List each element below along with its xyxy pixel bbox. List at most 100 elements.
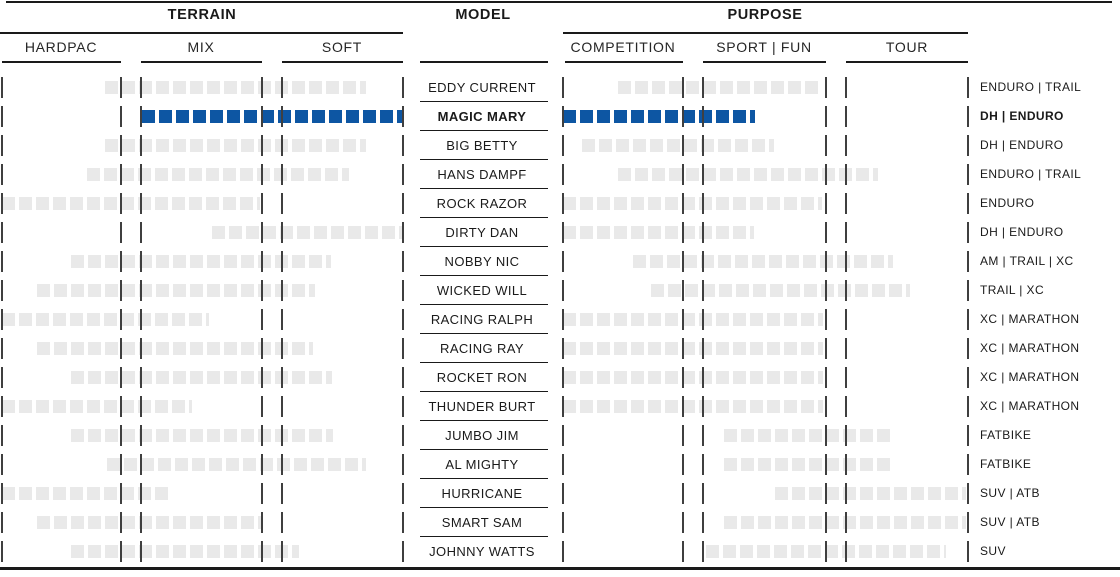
scale-tick: [402, 425, 404, 446]
scale-tick: [140, 164, 142, 185]
scale-tick: [120, 77, 122, 98]
scale-tick: [702, 483, 704, 504]
model-divider-line: [420, 477, 548, 479]
mix-column-underline: [141, 61, 262, 63]
scale-tick: [261, 164, 263, 185]
table-row: BIG BETTY DH | ENDURO: [0, 131, 1120, 160]
scale-tick: [825, 135, 827, 156]
model-name: EDDY CURRENT: [428, 80, 536, 95]
purpose-label: XC | MARATHON: [980, 370, 1080, 384]
scale-tick: [281, 164, 283, 185]
scale-tick: [562, 222, 564, 243]
scale-tick: [967, 222, 969, 243]
scale-tick: [825, 338, 827, 359]
scale-tick: [682, 338, 684, 359]
scale-tick: [1, 222, 3, 243]
scale-tick: [562, 77, 564, 98]
scale-tick: [967, 309, 969, 330]
terrain-group-underline: [0, 32, 403, 34]
scale-tick: [140, 193, 142, 214]
scale-tick: [702, 396, 704, 417]
scale-tick: [562, 367, 564, 388]
purpose-range-bar: [563, 342, 823, 355]
scale-tick: [562, 251, 564, 272]
purpose-label: XC | MARATHON: [980, 399, 1080, 413]
scale-tick: [562, 454, 564, 475]
scale-tick: [682, 367, 684, 388]
scale-tick: [845, 454, 847, 475]
scale-tick: [682, 425, 684, 446]
scale-tick: [402, 222, 404, 243]
table-row: HURRICANE SUV | ATB: [0, 479, 1120, 508]
scale-tick: [120, 164, 122, 185]
terrain-group-header: TERRAIN: [167, 7, 237, 23]
scale-tick: [845, 396, 847, 417]
purpose-label: XC | MARATHON: [980, 312, 1080, 326]
scale-tick: [402, 106, 404, 127]
model-name: THUNDER BURT: [428, 399, 536, 414]
table-row: JUMBO JIM FATBIKE: [0, 421, 1120, 450]
scale-tick: [845, 193, 847, 214]
purpose-label: SUV | ATB: [980, 515, 1040, 529]
scale-tick: [1, 309, 3, 330]
table-row: NOBBY NIC AM | TRAIL | XC: [0, 247, 1120, 276]
scale-tick: [261, 454, 263, 475]
scale-tick: [845, 222, 847, 243]
table-row: WICKED WILL TRAIL | XC: [0, 276, 1120, 305]
scale-tick: [1, 135, 3, 156]
terrain-range-bar: [71, 255, 331, 268]
scale-tick: [702, 222, 704, 243]
scale-tick: [261, 367, 263, 388]
scale-tick: [261, 512, 263, 533]
scale-tick: [967, 77, 969, 98]
model-divider-line: [420, 332, 548, 334]
model-name: WICKED WILL: [436, 283, 528, 298]
purpose-range-bar: [724, 429, 894, 442]
purpose-range-bar: [775, 487, 966, 500]
scale-tick: [825, 164, 827, 185]
model-name: JUMBO JIM: [445, 428, 519, 443]
purpose-label: ENDURO: [980, 196, 1035, 210]
table-row: MAGIC MARY DH | ENDURO: [0, 102, 1120, 131]
scale-tick: [281, 193, 283, 214]
scale-tick: [682, 396, 684, 417]
scale-tick: [562, 425, 564, 446]
scale-tick: [825, 77, 827, 98]
scale-tick: [281, 77, 283, 98]
scale-tick: [120, 309, 122, 330]
scale-tick: [967, 135, 969, 156]
scale-tick: [140, 396, 142, 417]
scale-tick: [261, 483, 263, 504]
scale-tick: [682, 280, 684, 301]
scale-tick: [1, 338, 3, 359]
terrain-range-bar: [2, 400, 192, 413]
scale-tick: [402, 193, 404, 214]
scale-tick: [562, 512, 564, 533]
scale-tick: [140, 251, 142, 272]
scale-tick: [120, 396, 122, 417]
table-row: SMART SAM SUV | ATB: [0, 508, 1120, 537]
purpose-label: DH | ENDURO: [980, 225, 1064, 239]
scale-tick: [1, 396, 3, 417]
table-row: ROCKET RON XC | MARATHON: [0, 363, 1120, 392]
scale-tick: [261, 77, 263, 98]
scale-tick: [682, 541, 684, 562]
terrain-range-bar: [87, 168, 349, 181]
scale-tick: [825, 454, 827, 475]
scale-tick: [1, 541, 3, 562]
purpose-range-bar: [563, 226, 754, 239]
model-name: AL MIGHTY: [445, 457, 519, 472]
table-row: RACING RALPH XC | MARATHON: [0, 305, 1120, 334]
scale-tick: [967, 193, 969, 214]
scale-tick: [140, 309, 142, 330]
soft-column-underline: [282, 61, 403, 63]
scale-tick: [845, 251, 847, 272]
scale-tick: [562, 164, 564, 185]
scale-tick: [261, 193, 263, 214]
scale-tick: [825, 483, 827, 504]
scale-tick: [682, 251, 684, 272]
purpose-label: ENDURO | TRAIL: [980, 80, 1082, 94]
scale-tick: [140, 367, 142, 388]
scale-tick: [845, 367, 847, 388]
scale-tick: [682, 309, 684, 330]
